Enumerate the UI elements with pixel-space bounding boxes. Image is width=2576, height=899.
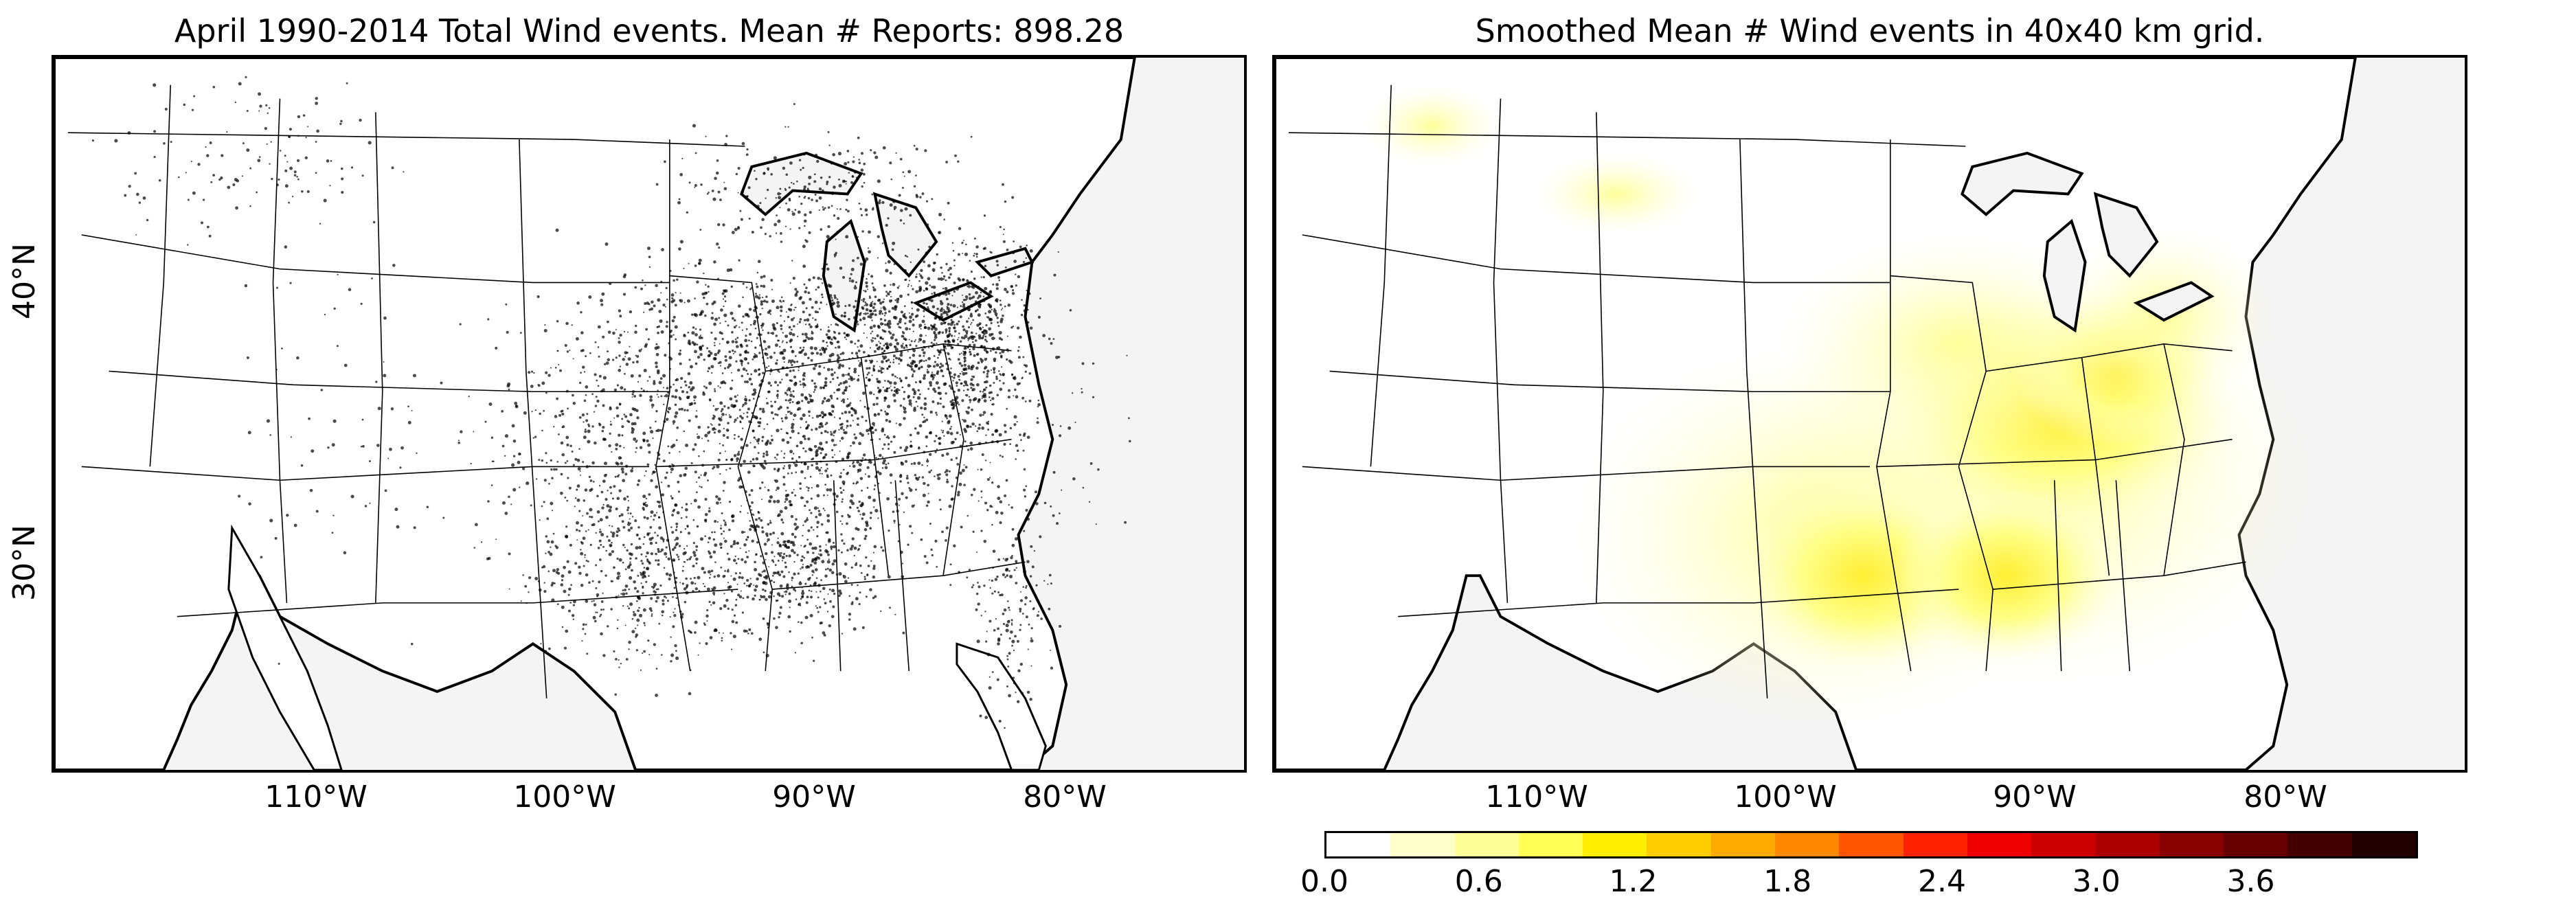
colorbar-tick-label: 0.0 bbox=[1300, 864, 1348, 899]
colorbar-swatch bbox=[2095, 833, 2160, 856]
colorbar-swatch bbox=[1903, 833, 1967, 856]
lon-label-left-80w: 80°W bbox=[1023, 779, 1107, 815]
colorbar-swatch bbox=[1518, 833, 1583, 856]
colorbar-tick-label: 1.8 bbox=[1763, 864, 1812, 899]
colorbar-swatch bbox=[2287, 833, 2352, 856]
great-lakes bbox=[740, 151, 1035, 333]
smoothed-density-map bbox=[1272, 55, 2467, 773]
right-map-svg bbox=[1275, 58, 2357, 770]
wind-events-point-map bbox=[52, 55, 1247, 773]
right-map-title: Smoothed Mean # Wind events in 40x40 km … bbox=[1475, 12, 2265, 49]
colorbar bbox=[1324, 831, 2418, 858]
lon-label-left-90w: 90°W bbox=[772, 779, 856, 815]
left-map-title: April 1990-2014 Total Wind events. Mean … bbox=[174, 12, 1125, 49]
colorbar-tick-label: 1.2 bbox=[1609, 864, 1658, 899]
lat-label-40n: 40°N bbox=[7, 243, 42, 319]
left-map-svg bbox=[54, 58, 1136, 770]
colorbar-swatch bbox=[1390, 833, 1455, 856]
colorbar-swatch bbox=[2351, 833, 2417, 856]
colorbar-swatch bbox=[1326, 833, 1391, 856]
lon-label-right-90w: 90°W bbox=[1993, 779, 2077, 815]
land-mass bbox=[54, 58, 1136, 770]
colorbar-swatch bbox=[1647, 833, 1711, 856]
lon-label-right-80w: 80°W bbox=[2244, 779, 2327, 815]
colorbar-swatch bbox=[1583, 833, 1647, 856]
colorbar-tick-label: 3.6 bbox=[2226, 864, 2275, 899]
colorbar-swatch bbox=[2224, 833, 2288, 856]
colorbar-swatch bbox=[2031, 833, 2096, 856]
lon-label-left-110w: 110°W bbox=[264, 779, 368, 815]
lon-label-right-100w: 100°W bbox=[1734, 779, 1837, 815]
colorbar-swatch bbox=[1710, 833, 1776, 856]
lat-label-30n: 30°N bbox=[7, 525, 42, 601]
colorbar-tick-label: 0.6 bbox=[1454, 864, 1503, 899]
colorbar-tick-label: 3.0 bbox=[2072, 864, 2121, 899]
colorbar-swatch bbox=[1839, 833, 1903, 856]
lon-label-left-100w: 100°W bbox=[513, 779, 616, 815]
state-borders-right bbox=[1288, 84, 2246, 698]
report-points bbox=[91, 76, 1131, 729]
great-lakes-right bbox=[1961, 151, 2215, 333]
lon-label-right-110w: 110°W bbox=[1485, 779, 1588, 815]
colorbar-tick-label: 2.4 bbox=[1918, 864, 1966, 899]
colorbar-swatch bbox=[1967, 833, 2032, 856]
colorbar-swatch bbox=[2159, 833, 2224, 856]
colorbar-swatch bbox=[1775, 833, 1840, 856]
colorbar-swatch bbox=[1454, 833, 1519, 856]
